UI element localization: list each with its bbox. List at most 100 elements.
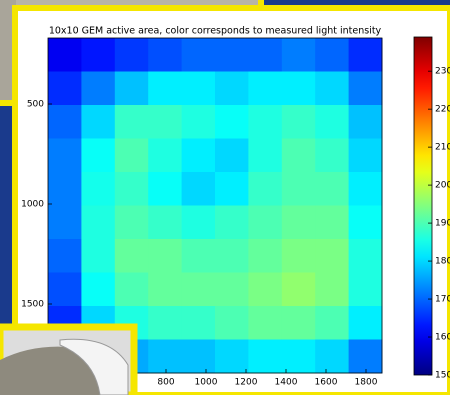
y-tick-label: 1500 <box>21 300 44 310</box>
x-tick-label: 1200 <box>235 378 258 388</box>
heatmap-cell <box>282 38 316 72</box>
heatmap-cell <box>315 38 349 72</box>
heatmap-cell <box>81 72 115 106</box>
slide: 10x10 GEM active area, color corresponds… <box>0 0 450 395</box>
heatmap-cell <box>349 273 383 307</box>
heatmap-cell <box>148 239 182 273</box>
heatmap-cell <box>115 239 149 273</box>
heatmap-cell <box>148 306 182 340</box>
heatmap-cell <box>248 72 282 106</box>
heatmap-cell <box>215 340 249 374</box>
heatmap-cell <box>315 139 349 173</box>
heatmap-cell <box>115 139 149 173</box>
heatmap-cell <box>282 273 316 307</box>
heatmap-cell <box>248 340 282 374</box>
heatmap-cell <box>81 206 115 240</box>
heatmap-cell <box>48 206 82 240</box>
colorbar-tick-label: 200 <box>435 181 450 191</box>
heatmap-cell <box>48 72 82 106</box>
heatmap-cell <box>148 206 182 240</box>
heatmap-cell <box>349 206 383 240</box>
heatmap-cell <box>115 105 149 139</box>
heatmap-cell <box>48 139 82 173</box>
heatmap-cell <box>115 273 149 307</box>
heatmap-cell <box>182 273 216 307</box>
heatmap-cell <box>282 172 316 206</box>
heatmap-cell <box>182 206 216 240</box>
x-tick-label: 1600 <box>315 378 338 388</box>
heatmap-cell <box>315 273 349 307</box>
heatmap-cell <box>315 172 349 206</box>
heatmap-cell <box>315 105 349 139</box>
heatmap-cell <box>182 38 216 72</box>
heatmap-cell <box>182 340 216 374</box>
colorbar-tick-label: 180 <box>435 257 450 267</box>
heatmap-cell <box>248 105 282 139</box>
heatmap-cell <box>282 306 316 340</box>
heatmap-cell <box>215 306 249 340</box>
heatmap-cell <box>182 172 216 206</box>
heatmap-cell <box>315 239 349 273</box>
heatmap-cell <box>81 139 115 173</box>
heatmap-cell <box>148 340 182 374</box>
x-tick-label: 1400 <box>275 378 298 388</box>
heatmap-cell <box>349 38 383 72</box>
heatmap-cell <box>148 139 182 173</box>
x-tick-label: 1800 <box>355 378 378 388</box>
inset-photo <box>0 327 134 395</box>
heatmap-cell <box>215 38 249 72</box>
colorbar <box>414 37 432 375</box>
heatmap-cell <box>248 273 282 307</box>
heatmap-cell <box>148 105 182 139</box>
heatmap-cell <box>248 172 282 206</box>
heatmap-cell <box>248 306 282 340</box>
x-tick-label: 1000 <box>195 378 218 388</box>
heatmap-cell <box>81 38 115 72</box>
colorbar-tick-label: 230 <box>435 67 450 77</box>
heatmap-cell <box>282 72 316 106</box>
heatmap-cell <box>349 105 383 139</box>
heatmap-cell <box>215 273 249 307</box>
heatmap-cell <box>148 72 182 106</box>
heatmap-cell <box>282 239 316 273</box>
heatmap-cell <box>48 239 82 273</box>
heatmap-cell <box>215 239 249 273</box>
heatmap-cell <box>315 306 349 340</box>
heatmap-cell <box>315 206 349 240</box>
heatmap-cell <box>282 139 316 173</box>
colorbar-tick-label: 170 <box>435 295 450 305</box>
heatmap-cell <box>148 38 182 72</box>
heatmap-cell <box>48 105 82 139</box>
heatmap-cell <box>349 306 383 340</box>
heatmap-cell <box>349 139 383 173</box>
y-tick-label: 500 <box>27 100 44 110</box>
heatmap-cell <box>215 206 249 240</box>
heatmap-cell <box>282 340 316 374</box>
heatmap-cell <box>148 273 182 307</box>
heatmap-cell <box>215 139 249 173</box>
heatmap-cell <box>115 206 149 240</box>
x-tick-label: 800 <box>157 378 174 388</box>
heatmap-cell <box>182 139 216 173</box>
heatmap-cell <box>182 105 216 139</box>
heatmap-cell <box>115 72 149 106</box>
heatmap-cell <box>282 105 316 139</box>
heatmap-cell <box>315 72 349 106</box>
heatmap-cell <box>248 239 282 273</box>
heatmap-cell <box>182 306 216 340</box>
colorbar-tick-label: 190 <box>435 219 450 229</box>
heatmap-cell <box>182 72 216 106</box>
heatmap-cell <box>248 206 282 240</box>
heatmap-cell <box>282 206 316 240</box>
heatmap-cell <box>349 239 383 273</box>
heatmap-cell <box>182 239 216 273</box>
colorbar-tick-label: 210 <box>435 143 450 153</box>
heatmap-cell <box>215 172 249 206</box>
heatmap-cell <box>248 139 282 173</box>
heatmap-cell <box>349 172 383 206</box>
heatmap-cell <box>48 273 82 307</box>
heatmap-cell <box>115 172 149 206</box>
heatmap-cell <box>148 172 182 206</box>
heatmap-cell <box>81 105 115 139</box>
heatmap-cell <box>48 172 82 206</box>
